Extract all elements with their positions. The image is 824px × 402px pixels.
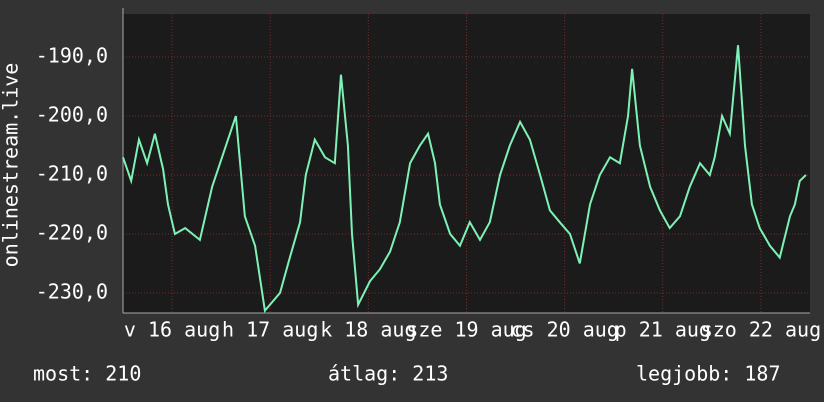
x-tick-label: p 21 aug [615,318,711,342]
y-tick-label: -230,0 [36,279,108,303]
y-tick-label: -200,0 [36,103,108,127]
footer-stat: legjobb: 187 [636,362,781,386]
y-tick-label: -210,0 [36,162,108,186]
x-tick-label: szo 22 aug [701,318,821,342]
x-tick-label: k 18 aug [320,318,416,342]
x-tick-label: cs 20 aug [510,318,618,342]
y-tick-label: -190,0 [36,44,108,68]
footer-stat: átlag: 213 [328,362,448,386]
x-tick-label: sze 19 aug [406,318,526,342]
plot-area [123,14,810,313]
line [122,45,807,313]
x-tick-label: h 17 aug [222,318,318,342]
footer-stat: most: 210 [33,362,141,386]
y-tick-label: -220,0 [36,220,108,244]
y-axis-label: onlinestream.live [0,63,23,268]
x-tick-label: v 16 aug [124,318,220,342]
